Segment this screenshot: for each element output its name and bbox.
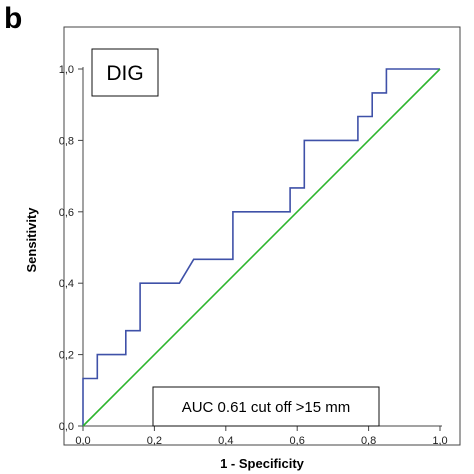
roc-curve-line [82, 68, 440, 426]
plot-frame [63, 26, 461, 446]
x-tick-label: 0,6 [290, 435, 305, 447]
auc-annotation: AUC 0.61 cut off >15 mm [182, 399, 351, 416]
y-tick-label: 0,4 [59, 278, 74, 290]
y-tick-label: 0,0 [59, 421, 74, 433]
y-tick-label: 0,8 [59, 135, 74, 147]
y-tick-label: 1,0 [59, 64, 74, 76]
x-tick-label: 1,0 [432, 435, 447, 447]
title-box: DIG [91, 48, 159, 97]
reference-diagonal-line [82, 68, 441, 427]
x-tick-label: 0,2 [147, 435, 162, 447]
y-axis-title: Sensitivity [24, 207, 39, 273]
y-tick-label: 0,6 [59, 207, 74, 219]
auc-box-frame [152, 386, 380, 427]
x-tick-label: 0,4 [218, 435, 233, 447]
x-tick-label: 0,8 [361, 435, 376, 447]
auc-box: AUC 0.61 cut off >15 mm [152, 386, 380, 427]
x-axis-title: 1 - Specificity [220, 456, 305, 471]
chart-title: DIG [106, 62, 143, 85]
panel-letter: b [4, 2, 22, 35]
series-layer [82, 68, 441, 427]
y-tick-label: 0,2 [59, 350, 74, 362]
x-tick-label: 0,0 [75, 435, 90, 447]
title-box-frame [91, 48, 159, 97]
ticks: 0,0 0,2 0,4 0,6 0,8 1,0 0,0 0,2 0,4 0,6 0,8 1,0 [59, 64, 448, 447]
